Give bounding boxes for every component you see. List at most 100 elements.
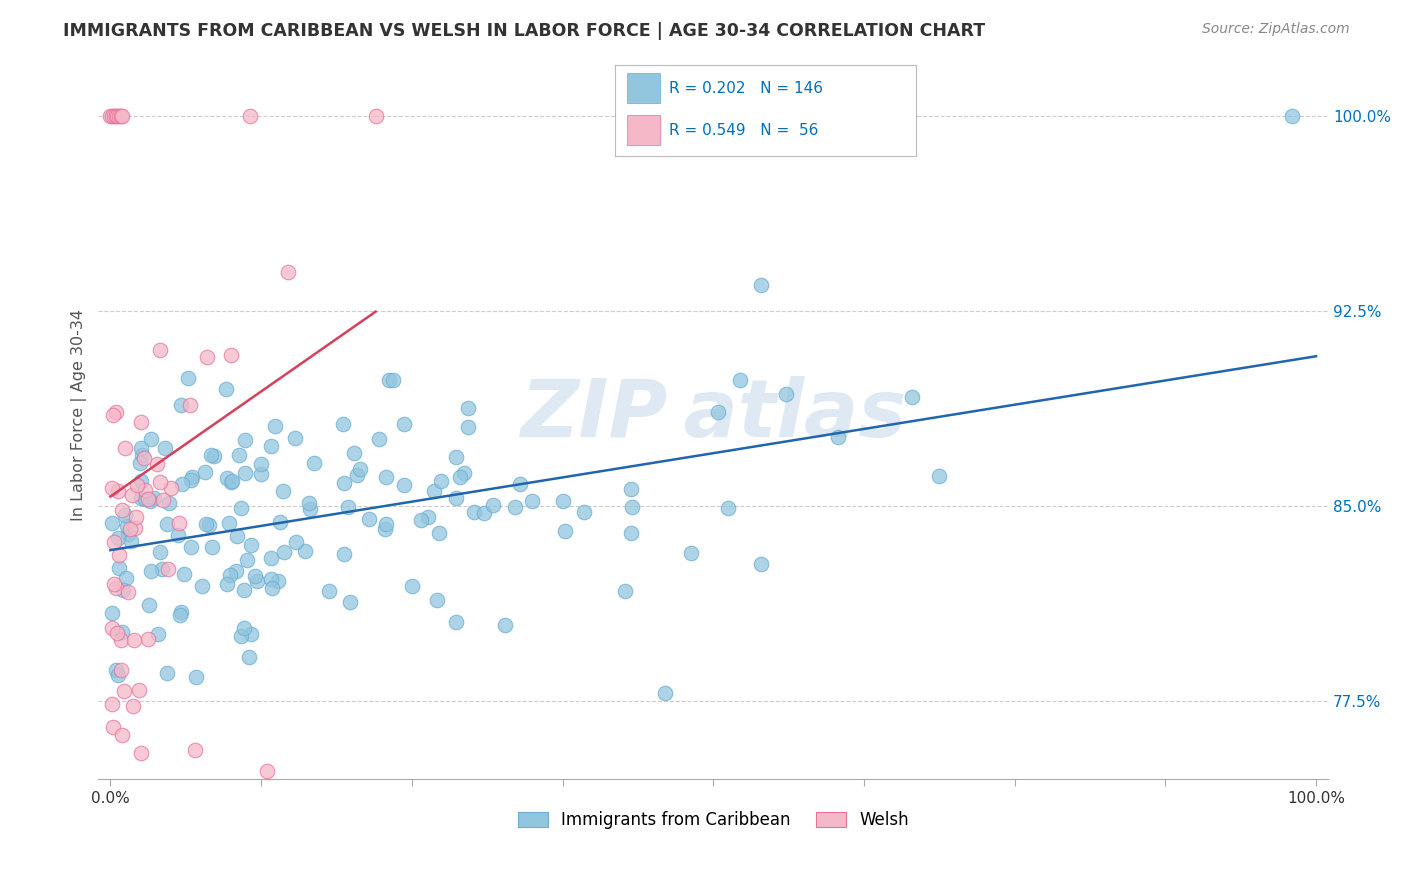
Welsh — [111, 503, 134, 517]
Welsh — [108, 109, 131, 123]
Immigrants from Caribbean — [240, 626, 263, 640]
Immigrants from Caribbean — [131, 448, 153, 462]
Welsh — [103, 109, 125, 123]
Immigrants from Caribbean — [173, 567, 195, 582]
Immigrants from Caribbean — [267, 574, 290, 588]
Welsh — [101, 481, 124, 495]
Immigrants from Caribbean — [457, 420, 479, 434]
Welsh — [146, 458, 169, 472]
Welsh — [152, 493, 174, 508]
Immigrants from Caribbean — [392, 417, 415, 432]
Welsh — [184, 743, 207, 757]
Immigrants from Caribbean — [284, 431, 307, 445]
Welsh — [277, 265, 299, 279]
Immigrants from Caribbean — [138, 599, 160, 613]
Immigrants from Caribbean — [681, 546, 703, 560]
Immigrants from Caribbean — [243, 569, 266, 583]
Immigrants from Caribbean — [180, 540, 202, 554]
Immigrants from Caribbean — [332, 547, 354, 561]
Immigrants from Caribbean — [228, 448, 250, 462]
Immigrants from Caribbean — [111, 582, 134, 597]
Welsh — [117, 585, 139, 599]
Immigrants from Caribbean — [333, 475, 356, 490]
Immigrants from Caribbean — [269, 516, 291, 530]
Immigrants from Caribbean — [430, 474, 453, 488]
Welsh — [149, 475, 172, 490]
Immigrants from Caribbean — [129, 442, 152, 456]
Immigrants from Caribbean — [198, 518, 221, 533]
Welsh — [110, 633, 132, 648]
Immigrants from Caribbean — [129, 456, 152, 470]
Immigrants from Caribbean — [343, 446, 366, 460]
Immigrants from Caribbean — [775, 387, 797, 401]
Welsh — [105, 626, 128, 640]
Welsh — [134, 483, 156, 498]
Immigrants from Caribbean — [260, 581, 283, 595]
Immigrants from Caribbean — [204, 449, 226, 463]
Welsh — [124, 521, 146, 535]
Immigrants from Caribbean — [482, 498, 505, 512]
Immigrants from Caribbean — [249, 457, 271, 471]
Immigrants from Caribbean — [349, 462, 371, 476]
Welsh — [110, 109, 132, 123]
Welsh — [107, 483, 129, 498]
Welsh — [195, 350, 218, 364]
Immigrants from Caribbean — [382, 373, 405, 387]
Immigrants from Caribbean — [194, 465, 217, 479]
Immigrants from Caribbean — [449, 470, 471, 484]
Immigrants from Caribbean — [751, 277, 773, 292]
Immigrants from Caribbean — [169, 607, 191, 622]
Welsh — [101, 697, 124, 711]
Immigrants from Caribbean — [463, 505, 485, 519]
Immigrants from Caribbean — [115, 518, 138, 533]
Immigrants from Caribbean — [426, 592, 449, 607]
Immigrants from Caribbean — [749, 557, 772, 571]
Y-axis label: In Labor Force | Age 30-34: In Labor Force | Age 30-34 — [72, 309, 87, 521]
Welsh — [111, 109, 134, 123]
Immigrants from Caribbean — [472, 506, 495, 520]
Immigrants from Caribbean — [169, 605, 191, 619]
Immigrants from Caribbean — [375, 470, 398, 484]
Immigrants from Caribbean — [156, 666, 179, 681]
Welsh — [101, 109, 124, 123]
Welsh — [364, 109, 387, 123]
Immigrants from Caribbean — [707, 405, 730, 419]
Immigrants from Caribbean — [1281, 109, 1303, 123]
Welsh — [219, 347, 242, 361]
Immigrants from Caribbean — [901, 390, 924, 404]
Immigrants from Caribbean — [134, 491, 156, 506]
Welsh — [124, 632, 146, 647]
Immigrants from Caribbean — [246, 574, 269, 589]
Immigrants from Caribbean — [357, 512, 380, 526]
Immigrants from Caribbean — [131, 491, 153, 505]
Welsh — [149, 343, 172, 357]
Welsh — [129, 746, 152, 760]
Welsh — [124, 509, 146, 524]
Immigrants from Caribbean — [332, 417, 354, 431]
Immigrants from Caribbean — [401, 579, 423, 593]
Immigrants from Caribbean — [717, 501, 740, 516]
Welsh — [103, 577, 125, 591]
Immigrants from Caribbean — [572, 505, 595, 519]
Immigrants from Caribbean — [453, 466, 475, 480]
Immigrants from Caribbean — [172, 476, 194, 491]
Welsh — [114, 441, 136, 455]
Immigrants from Caribbean — [250, 467, 273, 482]
Immigrants from Caribbean — [104, 663, 127, 677]
Immigrants from Caribbean — [108, 561, 131, 575]
Immigrants from Caribbean — [509, 477, 531, 491]
Welsh — [118, 522, 141, 536]
Immigrants from Caribbean — [409, 513, 432, 527]
Immigrants from Caribbean — [200, 448, 222, 462]
Immigrants from Caribbean — [654, 686, 676, 700]
Welsh — [110, 663, 132, 677]
Welsh — [136, 632, 159, 646]
Immigrants from Caribbean — [225, 528, 247, 542]
Welsh — [239, 109, 262, 123]
Immigrants from Caribbean — [215, 382, 238, 396]
Immigrants from Caribbean — [339, 595, 361, 609]
Welsh — [105, 109, 128, 123]
Immigrants from Caribbean — [554, 524, 576, 538]
Immigrants from Caribbean — [139, 432, 162, 446]
Legend: Immigrants from Caribbean, Welsh: Immigrants from Caribbean, Welsh — [512, 805, 915, 836]
